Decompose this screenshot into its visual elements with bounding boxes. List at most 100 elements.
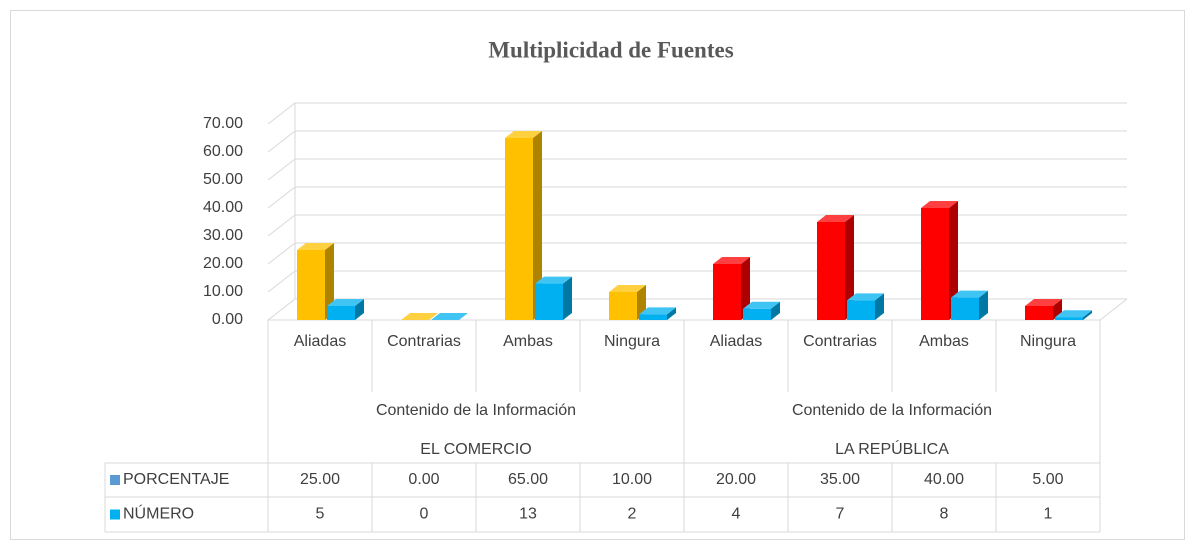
chart-border — [10, 10, 1185, 540]
bar-top — [431, 313, 468, 320]
x-tick-label: Ningura — [1019, 333, 1077, 350]
table-value: 20.00 — [716, 471, 756, 488]
bar — [817, 215, 854, 320]
bar-side — [563, 276, 572, 320]
bar-side — [979, 290, 988, 320]
bar — [639, 307, 676, 320]
bar — [431, 313, 468, 320]
table-value: 10.00 — [612, 471, 652, 488]
bar-front — [1025, 306, 1053, 320]
table-value: 5.00 — [1032, 471, 1063, 488]
table-value: 35.00 — [820, 471, 860, 488]
x-tick-label: Ambas — [919, 333, 969, 350]
bar-top — [921, 201, 958, 208]
group-label: Contenido de la Información — [792, 402, 992, 419]
bar-top — [951, 290, 988, 298]
bar — [327, 299, 364, 320]
y-tick-label: 70.00 — [203, 115, 243, 132]
bar-side — [845, 215, 854, 320]
bar-top — [609, 285, 646, 292]
bar-front — [817, 222, 845, 320]
bar-top — [401, 313, 438, 320]
legend-key — [110, 509, 120, 520]
table-value: 2 — [628, 506, 637, 523]
bar — [713, 257, 750, 320]
bar-top — [847, 293, 884, 301]
table-value: 13 — [519, 506, 537, 523]
group-name: EL COMERCIO — [420, 441, 531, 458]
bar — [1055, 310, 1092, 320]
x-tick-label-box: Ambas — [919, 333, 969, 350]
x-tick-label-box: Ningura — [1019, 333, 1077, 350]
table-value: 8 — [940, 506, 949, 523]
x-tick-label-box: Aliadas — [293, 333, 347, 350]
bar-top — [297, 243, 334, 250]
bar-front — [327, 306, 355, 320]
bar-front — [847, 300, 875, 320]
bar — [847, 293, 884, 320]
x-tick-label: Aliadas — [709, 333, 763, 350]
bar-front — [535, 283, 563, 320]
x-tick-label-box: Contrarias — [387, 333, 461, 350]
table-value: 65.00 — [508, 471, 548, 488]
group-name: LA REPÚBLICA — [835, 439, 949, 458]
bar — [401, 313, 438, 320]
bar — [951, 290, 988, 320]
y-tick-label: 50.00 — [203, 171, 243, 188]
table-value: 25.00 — [300, 471, 340, 488]
bar-side — [325, 243, 334, 320]
x-tick-label: Contrarias — [387, 333, 461, 350]
bar-side — [875, 293, 884, 320]
bar-side — [667, 307, 676, 320]
bar-side — [949, 201, 958, 320]
bar-top — [743, 301, 780, 309]
bar — [505, 131, 542, 320]
bar-top — [535, 276, 572, 284]
bar — [297, 243, 334, 320]
bar-front — [609, 292, 637, 320]
table-value: 0.00 — [408, 471, 439, 488]
table-value: 7 — [836, 506, 845, 523]
bar-top — [639, 307, 676, 315]
bar-front — [921, 208, 949, 320]
chart-title: Multiplicidad de Fuentes — [488, 37, 733, 62]
x-tick-label: Aliadas — [293, 333, 347, 350]
x-tick-label-box: Aliadas — [709, 333, 763, 350]
bar-front — [505, 138, 533, 320]
legend-label: NÚMERO — [123, 504, 194, 523]
y-tick-label: 30.00 — [203, 227, 243, 244]
bar — [1025, 299, 1062, 320]
table-value: 0 — [420, 506, 429, 523]
y-tick-label: 10.00 — [203, 283, 243, 300]
bar-front — [713, 264, 741, 320]
group-label: Contenido de la Información — [376, 402, 576, 419]
table-value: 4 — [732, 506, 741, 523]
table-value: 5 — [316, 506, 325, 523]
x-tick-label-box: Contrarias — [803, 333, 877, 350]
bar-top — [1055, 310, 1092, 318]
legend-key — [110, 475, 120, 485]
x-tick-label: Ningura — [603, 333, 661, 350]
bar-top — [713, 257, 750, 264]
y-tick-label: 40.00 — [203, 199, 243, 216]
bar-top — [1025, 299, 1062, 306]
bar-side — [1083, 310, 1092, 320]
y-tick-label: 20.00 — [203, 255, 243, 272]
bar — [921, 201, 958, 320]
bar-front — [951, 297, 979, 320]
bar-front — [639, 314, 667, 320]
table-value: 40.00 — [924, 471, 964, 488]
bar-side — [771, 301, 780, 320]
legend-label: PORCENTAJE — [123, 471, 229, 488]
bar — [743, 301, 780, 320]
bar-side — [741, 257, 750, 320]
bar-front — [1055, 317, 1083, 320]
bar-top — [505, 131, 542, 138]
bar — [609, 285, 646, 320]
bar-top — [817, 215, 854, 222]
bar-side — [533, 131, 542, 320]
bar-front — [297, 250, 325, 320]
x-tick-label: Contrarias — [803, 333, 877, 350]
x-tick-label-box: Ningura — [603, 333, 661, 350]
